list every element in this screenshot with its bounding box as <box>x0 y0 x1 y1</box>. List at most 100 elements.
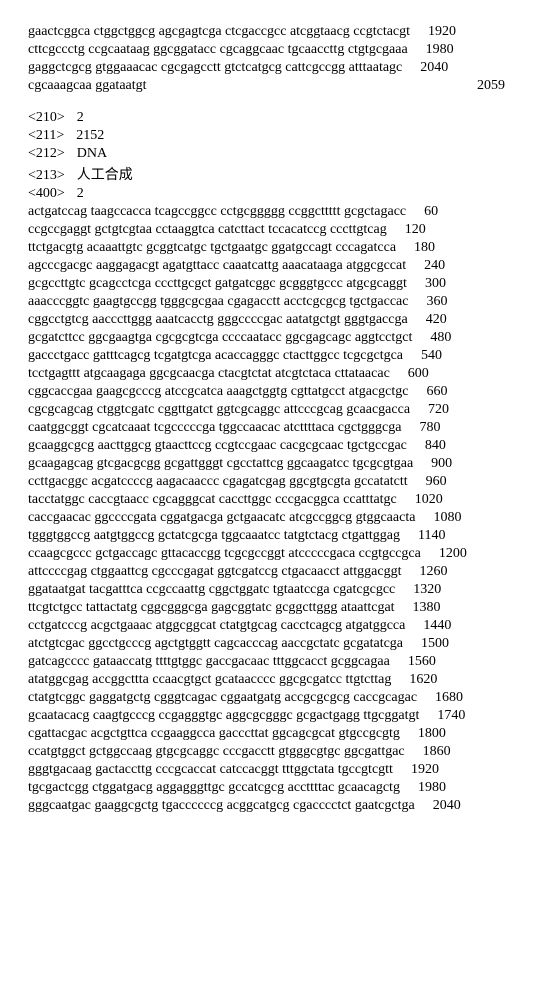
sequence-position: 60 <box>424 204 438 220</box>
sequence-text: gaccctgacc gatttcagcg tcgatgtcga acaccag… <box>28 348 403 364</box>
seq-header-value: 2 <box>77 110 84 126</box>
sequence-line: cttcgccctg ccgcaataag ggcggatacc cgcaggc… <box>28 42 505 58</box>
sequence-position: 1980 <box>426 42 454 58</box>
sequence-position: 2040 <box>433 798 461 814</box>
sequence-text: ctatgtcggc gaggatgctg cgggtcagac cggaatg… <box>28 690 417 706</box>
sequence-text: gcgatcttcc ggcgaagtga cgcgcgtcga ccccaat… <box>28 330 412 346</box>
sequence-line: gcaatacacg caagtgcccg ccgagggtgc aggcgcg… <box>28 708 505 724</box>
sequence-line: tacctatggc caccgtaacc cgcagggcat caccttg… <box>28 492 505 508</box>
sequence-text: agcccgacgc aaggagacgt agatgttacc caaatca… <box>28 258 406 274</box>
sequence-position: 1200 <box>439 546 467 562</box>
seq-header-tag: <213> <box>28 168 65 184</box>
sequence-position: 120 <box>405 222 426 238</box>
sequence-line: ttctgacgtg acaaattgtc gcggtcatgc tgctgaa… <box>28 240 505 256</box>
sequence-position: 180 <box>414 240 435 256</box>
sequence-text: gaggctcgcg gtggaaacac cgcgagcctt gtctcat… <box>28 60 402 76</box>
seq-header-value: 2152 <box>76 128 104 144</box>
sequence-line: gcgatcttcc ggcgaagtga cgcgcgtcga ccccaat… <box>28 330 505 346</box>
seq-header-value: 2 <box>77 186 84 202</box>
sequence-position: 1920 <box>428 24 456 40</box>
sequence-text: cggcaccgaa gaagcgcccg atccgcatca aaagctg… <box>28 384 408 400</box>
sequence-line: agcccgacgc aaggagacgt agatgttacc caaatca… <box>28 258 505 274</box>
sequence-line: ccatgtggct gctggccaag gtgcgcaggc cccgacc… <box>28 744 505 760</box>
sequence-position: 540 <box>421 348 442 364</box>
sequence-position: 1440 <box>423 618 451 634</box>
sequence-line: gcgccttgtc gcagcctcga cccttgcgct gatgatc… <box>28 276 505 292</box>
sequence-text: cgcgcagcag ctggtcgatc cggttgatct ggtcgca… <box>28 402 410 418</box>
seq-header-value: DNA <box>77 146 107 162</box>
seq-header-line: <212> DNA <box>28 146 505 162</box>
sequence-text: atatggcgag accggcttta ccaacgtgct gcataac… <box>28 672 391 688</box>
sequence-position: 480 <box>430 330 451 346</box>
sequence-text: ttcgtctgcc tattactatg cggcgggcga gagcggt… <box>28 600 395 616</box>
sequence-position: 780 <box>419 420 440 436</box>
sequence-text: tacctatggc caccgtaacc cgcagggcat caccttg… <box>28 492 397 508</box>
sequence-text: gggtgacaag gactaccttg cccgcaccat catccac… <box>28 762 393 778</box>
sequence-line: caccgaacac ggccccgata cggatgacga gctgaac… <box>28 510 505 526</box>
sequence-text: cgcaaagcaa ggataatgt <box>28 78 147 94</box>
sequence-position: 420 <box>426 312 447 328</box>
sequence-line: cgcaaagcaa ggataatgt2059 <box>28 78 505 94</box>
sequence-text: cctgatcccg acgctgaaac atggcggcat ctatgtg… <box>28 618 405 634</box>
sequence-line: gggcaatgac gaaggcgctg tgaccccccg acggcat… <box>28 798 505 814</box>
seq-header-line: <210> 2 <box>28 110 505 126</box>
sequence-line: cgcgcagcag ctggtcgatc cggttgatct ggtcgca… <box>28 402 505 418</box>
sequence-position: 900 <box>431 456 452 472</box>
sequence-text: attccccgag ctggaattcg cgcccgagat ggtcgat… <box>28 564 401 580</box>
sequence-line: gatcagcccc gataaccatg ttttgtggc gaccgaca… <box>28 654 505 670</box>
sequence-line: aaacccggtc gaagtgccgg tgggcgcgaa cgagacc… <box>28 294 505 310</box>
sequence-line: cgattacgac acgctgttca ccgaaggcca gaccctt… <box>28 726 505 742</box>
sequence-text: cgattacgac acgctgttca ccgaaggcca gaccctt… <box>28 726 400 742</box>
sequence-text: gcgccttgtc gcagcctcga cccttgcgct gatgatc… <box>28 276 407 292</box>
sequence-text: tgcgactcgg ctggatgacg aggagggttgc gccatc… <box>28 780 400 796</box>
sequence-line: ctatgtcggc gaggatgctg cgggtcagac cggaatg… <box>28 690 505 706</box>
sequence-line: ccaagcgccc gctgaccagc gttacaccgg tcgcgcc… <box>28 546 505 562</box>
sequence-text: ttctgacgtg acaaattgtc gcggtcatgc tgctgaa… <box>28 240 396 256</box>
sequence-text: gatcagcccc gataaccatg ttttgtggc gaccgaca… <box>28 654 390 670</box>
seq-header-tag: <212> <box>28 146 65 162</box>
sequence-line: cctgatcccg acgctgaaac atggcggcat ctatgtg… <box>28 618 505 634</box>
sequence-text: gggcaatgac gaaggcgctg tgaccccccg acggcat… <box>28 798 415 814</box>
sequence-line: gggtgacaag gactaccttg cccgcaccat catccac… <box>28 762 505 778</box>
seq-header-line: <213>人工合成 <box>28 164 505 184</box>
sequence-text: atctgtcgac ggcctgcccg agctgtggtt cagcacc… <box>28 636 403 652</box>
sequence-position: 1560 <box>408 654 436 670</box>
sequence-text: tcctgagttt atgcaagaga ggcgcaacga ctacgtc… <box>28 366 390 382</box>
sequence-position: 1140 <box>418 528 445 544</box>
sequence-text: ccaagcgccc gctgaccagc gttacaccgg tcgcgcc… <box>28 546 421 562</box>
seq-header-tag: <211> <box>28 128 64 144</box>
sequence-position: 360 <box>426 294 447 310</box>
seq-header-line: <211> 2152 <box>28 128 505 144</box>
sequence-position: 1800 <box>418 726 446 742</box>
sequence-line: gaactcggca ctggctggcg agcgagtcga ctcgacc… <box>28 24 505 40</box>
sequence-position: 1860 <box>423 744 451 760</box>
sequence-line: tgcgactcgg ctggatgacg aggagggttgc gccatc… <box>28 780 505 796</box>
sequence-text: cggcctgtcg aacccttggg aaatcacctg gggcccc… <box>28 312 408 328</box>
sequence-line: ccgccgaggt gctgtcgtaa cctaaggtca catctta… <box>28 222 505 238</box>
sequence-position: 1740 <box>437 708 465 724</box>
sequence-text: gcaaggcgcg aacttggcg gtaacttccg ccgtccga… <box>28 438 407 454</box>
sequence-line: gaggctcgcg gtggaaacac cgcgagcctt gtctcat… <box>28 60 505 76</box>
sequence-position: 300 <box>425 276 446 292</box>
sequence-text: gcaagagcag gtcgacgcgg gcgattgggt cgcctat… <box>28 456 413 472</box>
sequence-position: 1320 <box>413 582 441 598</box>
sequence-position: 1680 <box>435 690 463 706</box>
sequence-text: ggataatgat tacgatttca ccgccaattg cggctgg… <box>28 582 395 598</box>
seq-header-tag: <400> <box>28 186 65 202</box>
seq-header-tag: <210> <box>28 110 65 126</box>
sequence-line: ttcgtctgcc tattactatg cggcgggcga gagcggt… <box>28 600 505 616</box>
sequence-text: aaacccggtc gaagtgccgg tgggcgcgaa cgagacc… <box>28 294 408 310</box>
sequence-position: 1020 <box>415 492 443 508</box>
sequence-text: ccttgacggc acgatccccg aagacaaccc cgagatc… <box>28 474 408 490</box>
sequence-line: actgatccag taagccacca tcagccggcc cctgcgg… <box>28 204 505 220</box>
sequence-position: 1920 <box>411 762 439 778</box>
sequence-line: gcaaggcgcg aacttggcg gtaacttccg ccgtccga… <box>28 438 505 454</box>
sequence-line: tgggtggccg aatgtggccg gctatcgcga tggcaaa… <box>28 528 505 544</box>
sequence-line: cggcctgtcg aacccttggg aaatcacctg gggcccc… <box>28 312 505 328</box>
sequence-line: attccccgag ctggaattcg cgcccgagat ggtcgat… <box>28 564 505 580</box>
sequence-line: cggcaccgaa gaagcgcccg atccgcatca aaagctg… <box>28 384 505 400</box>
sequence-text: gcaatacacg caagtgcccg ccgagggtgc aggcgcg… <box>28 708 419 724</box>
sequence-text: caccgaacac ggccccgata cggatgacga gctgaac… <box>28 510 415 526</box>
sequence-position: 600 <box>408 366 429 382</box>
sequence-position: 840 <box>425 438 446 454</box>
